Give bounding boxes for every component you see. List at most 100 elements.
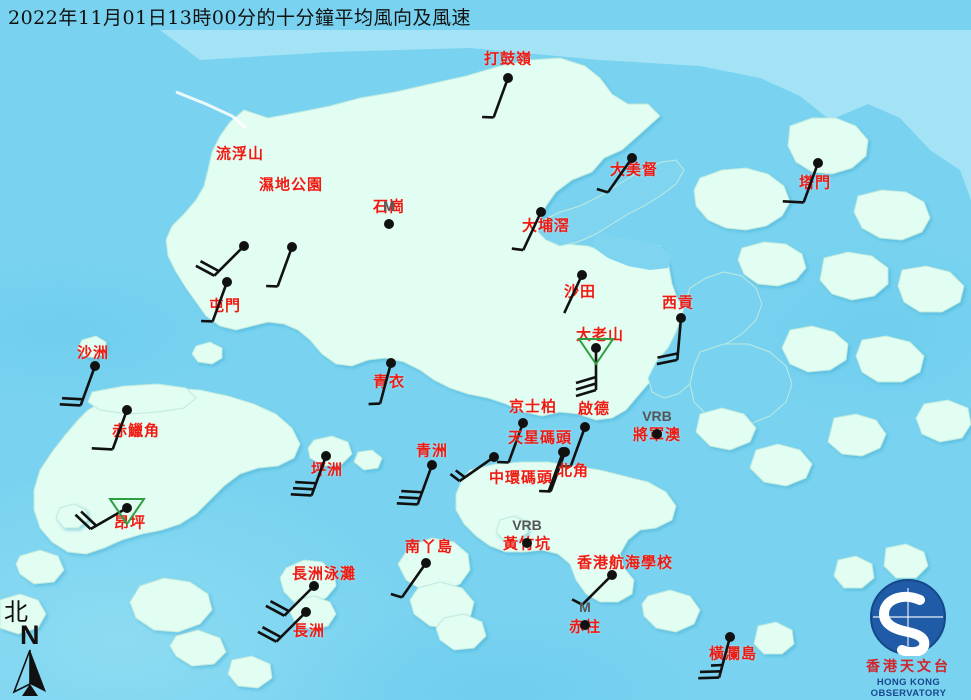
station-dot — [321, 451, 331, 461]
station-label: 青洲 — [415, 441, 449, 460]
station-label: 京士柏 — [508, 397, 558, 416]
station-status-flag: M — [383, 198, 395, 214]
station-dot — [577, 270, 587, 280]
wind-barb — [246, 552, 366, 672]
new-territories-landmass — [165, 57, 707, 421]
station-label: 中環碼頭 — [488, 468, 554, 487]
wind-barb — [552, 515, 672, 635]
wind-barb — [758, 103, 878, 223]
station-dot — [122, 405, 132, 415]
station-label: 北角 — [556, 461, 590, 480]
station-label: 塔門 — [798, 173, 832, 192]
hko-logo: 香港天文台 HONG KONG OBSERVATORY — [846, 578, 971, 700]
station-label: 赤鱲角 — [111, 421, 161, 440]
wind-barb — [35, 306, 155, 426]
station-dot — [287, 242, 297, 252]
hko-emblem-icon — [870, 579, 946, 656]
wind-barb — [522, 215, 642, 335]
station-label: 濕地公園 — [258, 175, 324, 194]
station-dot — [580, 422, 590, 432]
lantau-island — [33, 383, 301, 555]
hong-kong-island — [455, 461, 677, 603]
station-dot — [558, 447, 568, 457]
station-dot — [239, 241, 249, 251]
station-status-flag: VRB — [512, 517, 542, 533]
sai-kung-islands — [693, 117, 971, 487]
station-dot — [676, 313, 686, 323]
wind-barb — [254, 526, 374, 646]
wind-barb — [67, 448, 187, 568]
station-status-flag: VRB — [642, 408, 672, 424]
wind-barb — [463, 363, 583, 483]
compass-rose: 北 N — [4, 592, 74, 696]
station-dot — [652, 429, 662, 439]
compass-north-cn: 北 — [4, 598, 28, 626]
station-label: 啟德 — [577, 399, 611, 418]
outlying-islands — [0, 335, 929, 655]
station-label: 南丫島 — [404, 537, 454, 556]
administrative-border — [175, 90, 247, 130]
wind-barb — [167, 222, 287, 342]
station-dot — [384, 219, 394, 229]
wind-barb — [366, 503, 486, 623]
wind-barb — [597, 374, 717, 494]
southwest-islets — [129, 577, 273, 689]
station-status-flag: M — [579, 599, 591, 615]
victoria-harbour-water — [434, 432, 672, 474]
wind-barb — [266, 396, 386, 516]
station-dot — [518, 418, 528, 428]
hko-logo-cn: 香港天文台 — [866, 659, 951, 675]
station-dot — [386, 358, 396, 368]
station-dot — [427, 460, 437, 470]
station-label: 流浮山 — [215, 144, 265, 163]
station-dot — [522, 538, 532, 548]
station-dot — [301, 607, 311, 617]
hko-logo-en: HONG KONG OBSERVATORY — [870, 677, 947, 699]
wind-barb — [503, 392, 623, 512]
wind-barb — [184, 186, 304, 306]
station-label: 橫瀾島 — [708, 644, 758, 663]
station-dot — [627, 153, 637, 163]
station-dot — [90, 361, 100, 371]
station-dot — [580, 620, 590, 630]
wind-barb — [331, 303, 451, 423]
shallow-water-band — [160, 30, 971, 200]
station-label: 沙洲 — [76, 343, 110, 362]
compass-needle-icon — [12, 649, 46, 696]
wind-barb — [536, 288, 656, 408]
wind-barb — [670, 577, 790, 697]
wind-barb — [525, 565, 645, 685]
gust-marker-icon — [108, 498, 146, 526]
wind-barb — [372, 405, 492, 525]
wind-barb — [67, 350, 187, 470]
station-label: 香港航海學校 — [576, 553, 674, 572]
station-dot — [607, 570, 617, 580]
station-dot — [421, 558, 431, 568]
station-dot — [591, 343, 601, 353]
page-title: 2022年11月01日13時00分的十分鐘平均風向及風速 — [8, 7, 472, 29]
station-dot — [813, 158, 823, 168]
station-label: 長洲泳灘 — [291, 564, 357, 583]
gust-marker-icon — [577, 338, 615, 366]
wind-barb — [448, 18, 568, 138]
wind-barb — [572, 98, 692, 218]
wind-barb — [467, 483, 587, 603]
station-dot — [503, 73, 513, 83]
station-dot — [725, 632, 735, 642]
compass-north-en: N — [20, 620, 40, 650]
station-dot — [222, 277, 232, 287]
station-label: 打鼓嶺 — [483, 49, 533, 68]
wind-barb — [232, 187, 352, 307]
sai-kung-waters — [647, 271, 793, 425]
station-label: 青衣 — [372, 372, 406, 391]
station-dot — [122, 503, 132, 513]
wind-barb — [621, 258, 741, 378]
station-label: 石崗 — [372, 197, 406, 216]
station-label: 西貢 — [661, 293, 695, 312]
wind-barb — [434, 397, 554, 517]
station-label: 長洲 — [292, 621, 326, 640]
wind-barb — [329, 164, 449, 284]
station-dot — [536, 207, 546, 217]
